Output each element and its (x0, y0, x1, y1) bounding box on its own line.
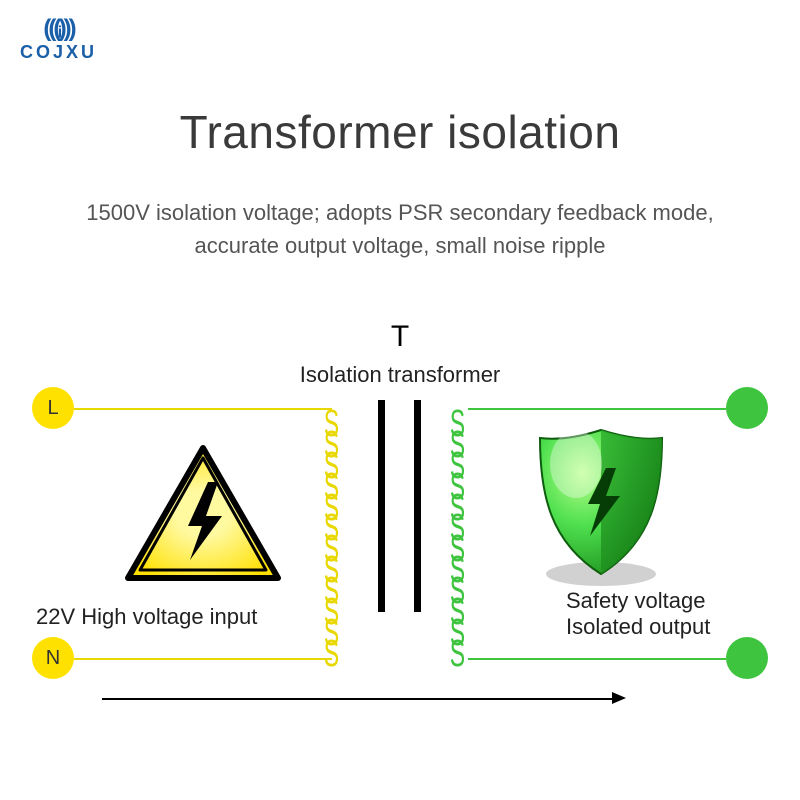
terminal-l: L (32, 387, 74, 429)
page-title: Transformer isolation (0, 105, 800, 159)
output-label: Safety voltage Isolated output (566, 588, 710, 640)
output-label-line2: Isolated output (566, 614, 710, 639)
wire-out-bottom (468, 658, 726, 660)
logo-text: COJXU (20, 42, 97, 63)
subtitle-line1: 1500V isolation voltage; adopts PSR seco… (86, 200, 713, 225)
transformer-diagram: T Isolation transformer L N SSSSSSSSSSSS… (32, 320, 768, 730)
subtitle: 1500V isolation voltage; adopts PSR seco… (0, 196, 800, 262)
flow-arrow-head-icon (612, 692, 626, 704)
terminal-n: N (32, 637, 74, 679)
logo-antenna-icon: (((ᵢ))) (20, 18, 97, 40)
t-label: T (391, 320, 409, 354)
safety-shield-icon (526, 424, 676, 594)
output-label-line1: Safety voltage (566, 588, 705, 613)
flow-arrow-line (102, 698, 612, 700)
terminal-out-bottom (726, 637, 768, 679)
brand-logo: (((ᵢ))) COJXU (20, 18, 97, 63)
primary-coil-icon: SSSSSSSSSSSS (324, 414, 336, 665)
wire-n-bottom (74, 658, 332, 660)
terminal-n-label: N (46, 647, 60, 670)
terminal-l-label: L (47, 397, 58, 420)
input-label: 22V High voltage input (36, 604, 257, 630)
subtitle-line2: accurate output voltage, small noise rip… (195, 233, 606, 258)
wire-out-top (468, 408, 726, 410)
wire-l-top (74, 408, 332, 410)
isolation-label: Isolation transformer (300, 362, 501, 388)
high-voltage-warning-icon (118, 438, 288, 598)
transformer-core-bar-right (414, 400, 421, 612)
terminal-out-top (726, 387, 768, 429)
secondary-coil-icon: SSSSSSSSSSSS (450, 414, 462, 665)
transformer-core-bar-left (378, 400, 385, 612)
